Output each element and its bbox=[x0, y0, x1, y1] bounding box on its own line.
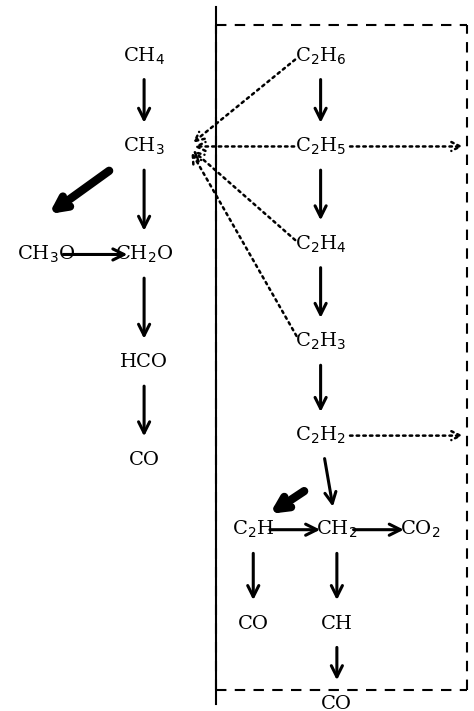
Text: CH$_4$: CH$_4$ bbox=[123, 46, 165, 67]
Text: CO: CO bbox=[321, 695, 352, 711]
Text: CO: CO bbox=[238, 615, 269, 633]
Text: C$_2$H$_4$: C$_2$H$_4$ bbox=[295, 233, 346, 255]
Text: CH$_3$O: CH$_3$O bbox=[18, 244, 76, 265]
Text: CH$_2$: CH$_2$ bbox=[316, 519, 357, 540]
Text: CO$_2$: CO$_2$ bbox=[401, 519, 441, 540]
Text: CO: CO bbox=[128, 451, 160, 469]
Text: HCO: HCO bbox=[120, 353, 168, 371]
Text: C$_2$H: C$_2$H bbox=[232, 519, 274, 540]
Text: C$_2$H$_6$: C$_2$H$_6$ bbox=[295, 46, 346, 67]
Text: C$_2$H$_5$: C$_2$H$_5$ bbox=[295, 136, 346, 157]
Text: CH$_3$: CH$_3$ bbox=[123, 136, 165, 157]
Text: C$_2$H$_2$: C$_2$H$_2$ bbox=[295, 425, 346, 447]
Text: CH: CH bbox=[321, 615, 353, 633]
Text: C$_2$H$_3$: C$_2$H$_3$ bbox=[295, 331, 346, 352]
Text: CH$_2$O: CH$_2$O bbox=[115, 244, 173, 265]
